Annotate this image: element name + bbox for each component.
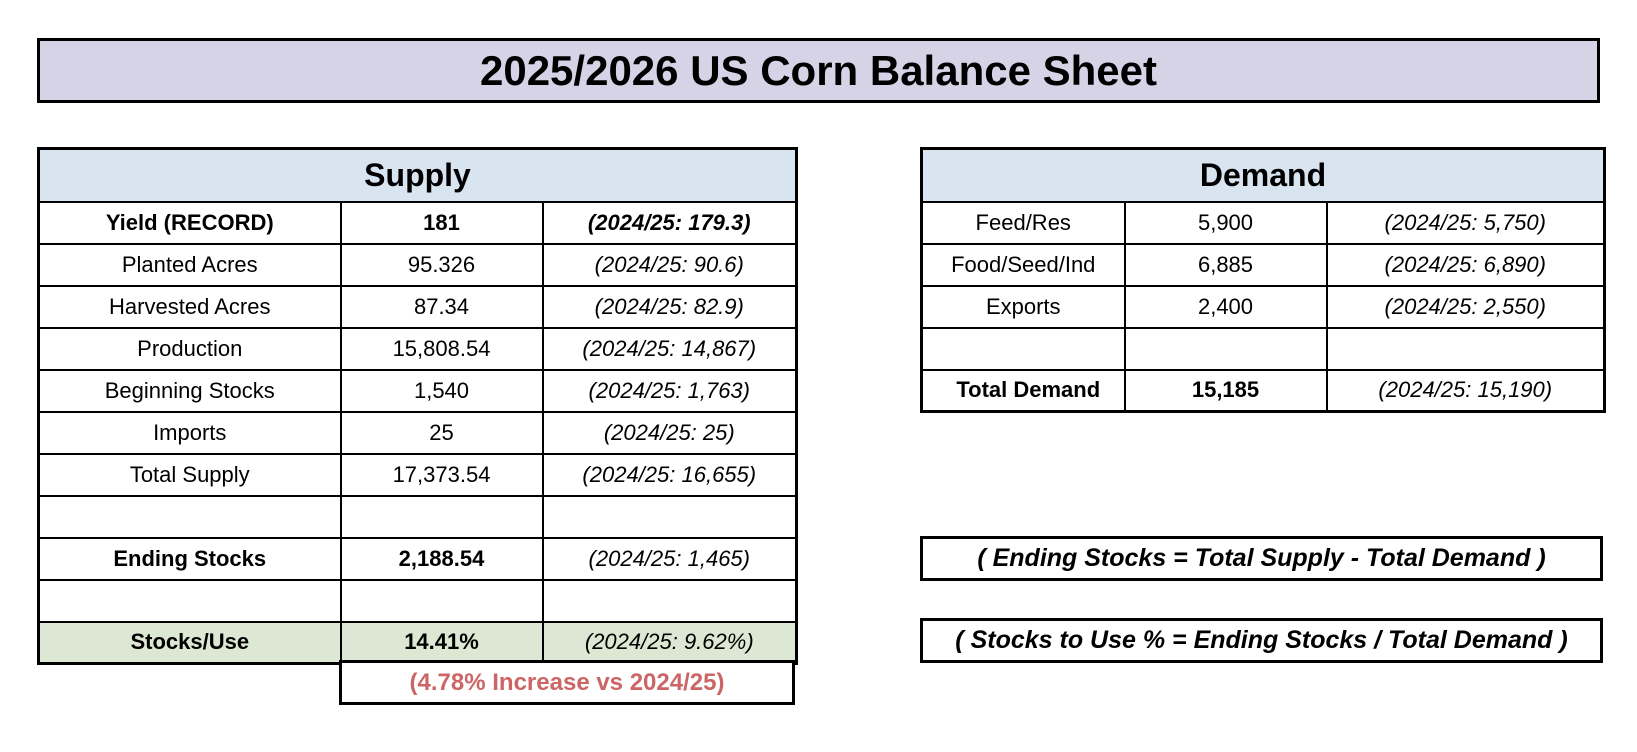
table-row: Imports 25 (2024/25: 25) [37,410,798,455]
row-value: 87.34 [339,284,544,329]
table-row: Exports 2,400 (2024/25: 2,550) [920,284,1606,329]
row-label: Exports [920,284,1126,329]
table-row: Food/Seed/Ind 6,885 (2024/25: 6,890) [920,242,1606,287]
table-row-empty [920,326,1606,371]
row-prev: (2024/25: 15,190) [1325,368,1606,413]
row-prev [541,494,798,539]
row-value: 1,540 [339,368,544,413]
demand-header-row: Demand [920,147,1606,203]
row-value: 95.326 [339,242,544,287]
row-prev: (2024/25: 5,750) [1325,200,1606,245]
page-title: 2025/2026 US Corn Balance Sheet [37,38,1600,103]
row-prev [541,578,798,623]
row-prev: (2024/25: 6,890) [1325,242,1606,287]
row-prev: (2024/25: 90.6) [541,242,798,287]
row-label: Harvested Acres [37,284,342,329]
table-row: Beginning Stocks 1,540 (2024/25: 1,763) [37,368,798,413]
row-label: Ending Stocks [37,536,342,581]
supply-header-row: Supply [37,147,798,203]
table-row: Yield (RECORD) 181 (2024/25: 179.3) [37,200,798,245]
demand-header: Demand [920,147,1606,203]
row-value: 25 [339,410,544,455]
supply-table: Supply Yield (RECORD) 181 (2024/25: 179.… [37,147,799,665]
table-row-empty [37,578,798,623]
row-value: 15,808.54 [339,326,544,371]
row-value: 17,373.54 [339,452,544,497]
row-value: 181 [339,200,544,245]
supply-header: Supply [37,147,798,203]
row-label: Yield (RECORD) [37,200,342,245]
table-row: Harvested Acres 87.34 (2024/25: 82.9) [37,284,798,329]
row-prev [1325,326,1606,371]
row-prev: (2024/25: 16,655) [541,452,798,497]
row-prev: (2024/25: 14,867) [541,326,798,371]
row-label [920,326,1126,371]
table-row: Planted Acres 95.326 (2024/25: 90.6) [37,242,798,287]
table-row-stocks-use: Stocks/Use 14.41% (2024/25: 9.62%) [37,620,798,665]
row-prev: (2024/25: 9.62%) [541,620,798,665]
row-prev: (2024/25: 2,550) [1325,284,1606,329]
footnote-increase: (4.78% Increase vs 2024/25) [339,660,795,705]
row-value [339,494,544,539]
row-value: 14.41% [339,620,544,665]
table-row: Ending Stocks 2,188.54 (2024/25: 1,465) [37,536,798,581]
row-label [37,578,342,623]
row-value: 6,885 [1123,242,1328,287]
row-label: Total Demand [920,368,1126,413]
row-prev: (2024/25: 1,763) [541,368,798,413]
table-row-empty [37,494,798,539]
row-prev: (2024/25: 1,465) [541,536,798,581]
row-value: 15,185 [1123,368,1328,413]
row-prev: (2024/25: 25) [541,410,798,455]
row-label: Feed/Res [920,200,1126,245]
table-row-total-demand: Total Demand 15,185 (2024/25: 15,190) [920,368,1606,413]
row-value: 2,400 [1123,284,1328,329]
row-label: Imports [37,410,342,455]
table-row: Production 15,808.54 (2024/25: 14,867) [37,326,798,371]
note-stocks-to-use-formula: ( Stocks to Use % = Ending Stocks / Tota… [920,618,1603,663]
row-label: Food/Seed/Ind [920,242,1126,287]
note-ending-stocks-formula: ( Ending Stocks = Total Supply - Total D… [920,536,1603,581]
row-label: Production [37,326,342,371]
row-label: Beginning Stocks [37,368,342,413]
row-label: Stocks/Use [37,620,342,665]
row-label: Total Supply [37,452,342,497]
table-row: Feed/Res 5,900 (2024/25: 5,750) [920,200,1606,245]
table-row: Total Supply 17,373.54 (2024/25: 16,655) [37,452,798,497]
row-value: 5,900 [1123,200,1328,245]
row-prev: (2024/25: 82.9) [541,284,798,329]
row-prev: (2024/25: 179.3) [541,200,798,245]
row-label [37,494,342,539]
row-label: Planted Acres [37,242,342,287]
row-value [1123,326,1328,371]
demand-table: Demand Feed/Res 5,900 (2024/25: 5,750) F… [920,147,1607,413]
row-value [339,578,544,623]
row-value: 2,188.54 [339,536,544,581]
